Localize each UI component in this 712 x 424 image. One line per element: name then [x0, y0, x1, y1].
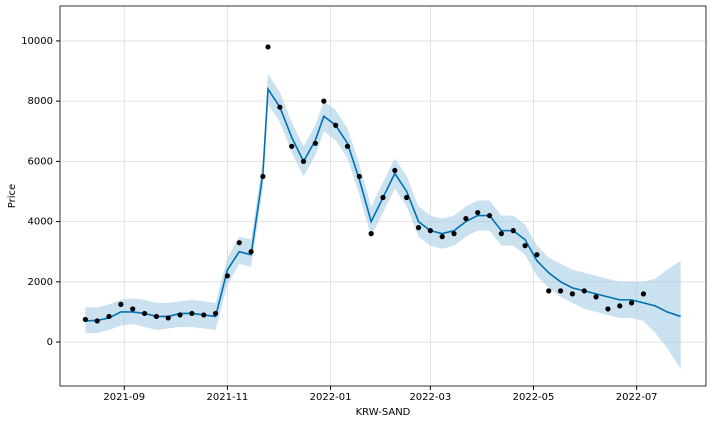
observed-point: [130, 306, 136, 312]
observed-point: [451, 231, 457, 237]
observed-point: [189, 310, 195, 317]
observed-point: [617, 303, 623, 309]
observed-point: [569, 291, 576, 297]
observed-point: [380, 194, 386, 201]
observed-point: [82, 316, 88, 323]
x-tick-label: 2022-03: [409, 392, 451, 403]
observed-point: [628, 300, 635, 306]
observed-point: [368, 231, 374, 237]
observed-point: [212, 310, 219, 317]
observed-point: [593, 294, 599, 300]
observed-point: [522, 243, 528, 249]
observed-point: [165, 315, 171, 321]
observed-point: [640, 291, 647, 297]
y-tick-label: 4000: [28, 217, 53, 228]
observed-point: [557, 288, 564, 294]
x-axis-label: KRW-SAND: [356, 407, 411, 418]
observed-point: [392, 167, 398, 174]
observed-point: [321, 98, 327, 104]
observed-point: [510, 228, 516, 234]
observed-point: [118, 301, 124, 307]
observed-point: [141, 310, 148, 317]
y-tick-label: 2000: [28, 277, 53, 288]
observed-point: [534, 252, 540, 258]
observed-point: [415, 225, 422, 231]
observed-point: [498, 231, 504, 237]
observed-point: [605, 306, 611, 312]
observed-point: [581, 288, 587, 294]
plot-frame: [59, 5, 707, 387]
y-tick-label: 8000: [28, 96, 53, 107]
observed-point: [94, 318, 100, 324]
y-tick-label: 0: [47, 337, 53, 348]
observed-point: [201, 312, 207, 318]
y-tick-label: 6000: [28, 156, 53, 167]
y-axis-label: Price: [7, 184, 18, 208]
observed-point: [486, 212, 493, 219]
observed-point: [463, 215, 469, 222]
observed-point: [177, 312, 183, 318]
observed-point: [300, 158, 307, 164]
observed-point: [439, 234, 445, 240]
x-tick-label: 2022-05: [513, 392, 555, 403]
observed-point: [277, 104, 283, 110]
observed-point: [546, 288, 552, 294]
observed-point: [344, 143, 351, 149]
observed-point: [356, 173, 362, 180]
x-tick-label: 2021-09: [103, 392, 145, 403]
observed-point: [153, 313, 159, 320]
observed-point: [260, 173, 266, 180]
observed-point: [427, 228, 433, 234]
observed-point: [106, 313, 112, 320]
forecast-line: [85, 86, 681, 322]
observed-point: [404, 194, 410, 201]
observed-point: [224, 273, 231, 279]
observed-point: [475, 209, 481, 216]
x-tick-label: 2021-11: [207, 392, 249, 403]
observed-point: [265, 44, 271, 50]
x-tick-label: 2022-01: [310, 392, 352, 403]
observed-point: [236, 240, 242, 246]
observed-point: [289, 143, 295, 149]
x-tick-label: 2022-07: [616, 392, 658, 403]
y-tick-label: 10000: [21, 36, 53, 47]
observed-point: [248, 249, 254, 255]
observed-point: [312, 140, 318, 146]
observed-point: [333, 122, 339, 128]
